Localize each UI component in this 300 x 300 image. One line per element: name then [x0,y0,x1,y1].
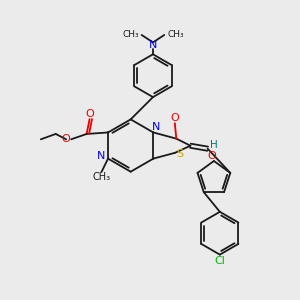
Text: CH₃: CH₃ [122,30,139,39]
Text: Cl: Cl [214,256,225,266]
Text: N: N [97,151,106,161]
Text: O: O [207,151,216,161]
Text: N: N [152,122,160,132]
Text: O: O [86,109,94,119]
Text: O: O [170,113,179,123]
Text: CH₃: CH₃ [167,30,184,39]
Text: CH₃: CH₃ [92,172,111,182]
Text: O: O [62,134,70,144]
Text: S: S [176,149,184,159]
Text: N: N [149,40,157,50]
Text: H: H [210,140,218,150]
